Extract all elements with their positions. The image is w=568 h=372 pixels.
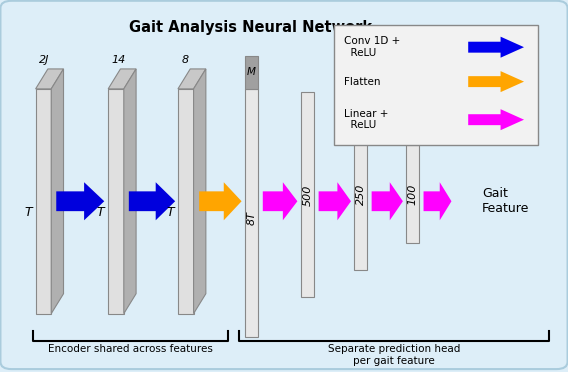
Polygon shape bbox=[468, 71, 524, 92]
Polygon shape bbox=[245, 56, 258, 89]
Polygon shape bbox=[56, 182, 105, 220]
Polygon shape bbox=[129, 182, 175, 220]
Text: Gait Analysis Neural Network: Gait Analysis Neural Network bbox=[129, 20, 372, 35]
Polygon shape bbox=[263, 182, 298, 220]
Text: Gait
Feature: Gait Feature bbox=[482, 187, 529, 215]
Polygon shape bbox=[245, 89, 258, 337]
Text: 2J: 2J bbox=[39, 55, 49, 65]
Polygon shape bbox=[199, 182, 241, 220]
Text: 8T: 8T bbox=[247, 211, 257, 225]
Polygon shape bbox=[124, 69, 136, 314]
Polygon shape bbox=[300, 93, 314, 297]
Polygon shape bbox=[51, 69, 64, 314]
Text: T: T bbox=[166, 206, 174, 219]
Text: T: T bbox=[97, 206, 104, 219]
Text: Flatten: Flatten bbox=[344, 77, 380, 87]
Polygon shape bbox=[36, 69, 64, 89]
FancyBboxPatch shape bbox=[334, 25, 538, 145]
Text: 14: 14 bbox=[112, 55, 126, 65]
Polygon shape bbox=[424, 182, 452, 220]
Polygon shape bbox=[178, 89, 194, 314]
Polygon shape bbox=[468, 109, 524, 130]
Polygon shape bbox=[319, 182, 351, 220]
Text: 500: 500 bbox=[302, 184, 312, 206]
Polygon shape bbox=[406, 145, 419, 243]
Text: Encoder shared across features: Encoder shared across features bbox=[48, 344, 213, 355]
Polygon shape bbox=[178, 69, 206, 89]
Text: Linear +
  ReLU: Linear + ReLU bbox=[344, 109, 388, 131]
Polygon shape bbox=[371, 182, 403, 220]
Polygon shape bbox=[108, 69, 136, 89]
Polygon shape bbox=[468, 37, 524, 58]
Polygon shape bbox=[36, 89, 51, 314]
Polygon shape bbox=[354, 118, 367, 270]
Text: 100: 100 bbox=[407, 183, 417, 205]
Polygon shape bbox=[108, 89, 124, 314]
Polygon shape bbox=[194, 69, 206, 314]
Text: Separate prediction head
per gait feature: Separate prediction head per gait featur… bbox=[328, 344, 461, 366]
Text: 8: 8 bbox=[182, 55, 189, 65]
Text: Conv 1D +
  ReLU: Conv 1D + ReLU bbox=[344, 36, 400, 58]
Text: T: T bbox=[24, 206, 32, 219]
Text: M: M bbox=[247, 67, 256, 77]
Text: 250: 250 bbox=[356, 183, 365, 205]
